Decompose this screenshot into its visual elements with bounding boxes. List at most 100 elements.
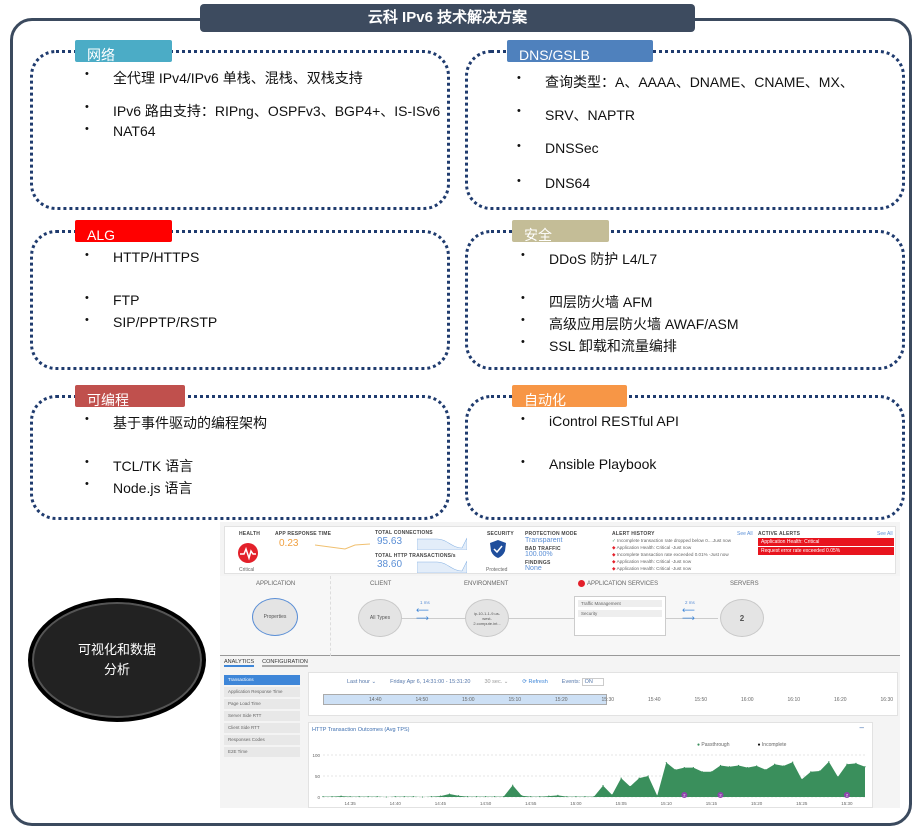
refresh-button[interactable]: ⟳ Refresh	[522, 679, 548, 685]
alert-history-item[interactable]: ✓ Incomplete transaction rate dropped be…	[612, 537, 752, 544]
event-marker[interactable]	[717, 792, 724, 798]
data-point	[593, 795, 595, 798]
menu-item[interactable]: E2E Time	[224, 747, 300, 757]
data-point	[765, 769, 767, 771]
event-marker[interactable]	[681, 792, 688, 798]
alert-history-label: ALERT HISTORY	[612, 531, 655, 537]
alert-history-item[interactable]: ◆ Application Health: Critical -Just now	[612, 565, 752, 572]
client-node[interactable]: All Types	[358, 599, 402, 637]
section-box	[30, 230, 450, 370]
x-tick-label: 14:35	[344, 801, 356, 806]
bullet-item: SSL 卸载和流量编排	[521, 336, 677, 356]
findings-value: None	[525, 565, 542, 572]
data-point	[710, 771, 713, 773]
data-point	[430, 795, 432, 798]
menu-item[interactable]: Responses Codes	[224, 735, 300, 745]
events-toggle[interactable]: ON	[581, 678, 604, 686]
menu-item[interactable]: Server Side RTT	[224, 711, 300, 721]
event-marker-label: 2	[719, 793, 722, 798]
data-point	[575, 795, 577, 798]
bidirectional-arrows-icon: ⟵ ⟶	[682, 605, 695, 623]
x-tick-label: 15:30	[841, 801, 853, 806]
shield-icon	[490, 540, 506, 558]
section-label: 安全	[512, 220, 609, 242]
section-label: ALG	[75, 220, 172, 242]
security-status: Protected	[486, 567, 508, 573]
x-tick-label: 14:50	[480, 801, 492, 806]
bullet-item: Node.js 语言	[85, 478, 192, 498]
legend-passthrough[interactable]: ● Passthrough	[697, 742, 730, 748]
tab-configuration[interactable]: CONFIGURATION	[262, 659, 308, 667]
active-alerts-see-all[interactable]: See All	[877, 531, 893, 537]
timeline-tick: 15:40	[648, 697, 661, 703]
x-tick-label: 14:40	[390, 801, 402, 806]
bullet-item: 高级应用层防火墙 AWAF/ASM	[521, 314, 738, 334]
event-marker[interactable]	[843, 792, 850, 798]
range-select[interactable]: Last hour ⌄	[347, 679, 377, 685]
properties-label: Properties	[263, 614, 287, 620]
bullet-item: 全代理 IPv4/IPv6 单栈、混栈、双栈支持	[85, 68, 363, 88]
error-icon: ◆	[612, 545, 616, 550]
servers-node[interactable]: 2	[720, 599, 764, 637]
data-point	[566, 795, 568, 798]
section-box	[465, 230, 905, 370]
active-alert[interactable]: Request error rate exceeded 0.05%	[758, 547, 894, 555]
collapse-icon[interactable]: –	[859, 723, 864, 732]
data-point	[737, 764, 740, 767]
server-count: 2	[739, 613, 745, 623]
environment-node-label: ip-10-1-1-9.us-west-2.compute.int...	[473, 610, 501, 626]
traffic-management-item[interactable]: Traffic Management	[578, 600, 662, 607]
data-point	[701, 771, 703, 773]
client-heading: CLIENT	[370, 581, 392, 587]
data-point	[322, 795, 324, 798]
alert-history-see-all[interactable]: See All	[737, 531, 753, 537]
event-marker-label: 2	[683, 793, 686, 798]
timeline-selection[interactable]	[323, 694, 607, 705]
properties-node[interactable]: Properties	[252, 598, 298, 636]
menu-item[interactable]: Application Response Time	[224, 687, 300, 697]
app-services-heading: APPLICATION SERVICES	[578, 580, 658, 587]
section-label: 自动化	[512, 385, 627, 407]
x-tick-label: 15:25	[796, 801, 808, 806]
bullet-item: 四层防火墙 AFM	[521, 292, 653, 312]
findings-label: FINDINGS	[525, 560, 551, 566]
interval-select[interactable]: 30 sec. ⌄	[484, 679, 509, 685]
data-point	[503, 795, 505, 798]
alert-history-item[interactable]: ◆ Application Health: Critical -Just now	[612, 558, 752, 565]
active-alert[interactable]: Application Health: Critical	[758, 538, 894, 546]
menu-item[interactable]: Client Side RTT	[224, 723, 300, 733]
topology-flow: APPLICATION Properties CLIENT All Types …	[220, 576, 900, 656]
data-point	[828, 761, 830, 763]
app-response-value: 0.23	[279, 538, 299, 549]
app-response-label: APP RESPONSE TIME	[275, 531, 332, 537]
data-point	[819, 770, 821, 772]
analytics-circle: 可视化和数据分析	[28, 598, 206, 722]
x-tick-label: 15:15	[706, 801, 718, 806]
alert-history-item[interactable]: ◆ Incomplete transaction rate exceeded 0…	[612, 551, 752, 558]
security-item[interactable]: Security	[578, 610, 662, 617]
timeline-axis: 14:40 14:50 15:00 15:10 15:20 15:30 15:40 15:50…	[309, 697, 899, 705]
y-tick-label: 50	[315, 774, 321, 779]
total-http-value: 38.60	[377, 559, 403, 570]
data-point	[448, 793, 451, 795]
legend-incomplete[interactable]: ● Incomplete	[757, 742, 787, 748]
menu-item[interactable]: Transactions	[224, 675, 300, 685]
data-point	[584, 795, 586, 798]
error-icon: ◆	[612, 566, 616, 571]
x-tick-label: 15:20	[751, 801, 763, 806]
data-point	[475, 795, 478, 798]
total-http-label: TOTAL HTTP TRANSACTIONS/s	[375, 553, 456, 559]
tab-analytics[interactable]: ANALYTICS	[224, 659, 255, 667]
servers-heading: SERVERS	[730, 581, 759, 587]
menu-item[interactable]: Page Load Time	[224, 699, 300, 709]
check-icon: ✓	[612, 538, 616, 543]
environment-node[interactable]: ip-10-1-1-9.us-west-2.compute.int...	[465, 599, 509, 637]
bullet-item: NAT64	[85, 123, 155, 139]
event-marker-label: 2	[846, 793, 849, 798]
data-point	[674, 769, 676, 771]
legend-passthrough-label: Passthrough	[701, 742, 730, 748]
alert-history-item[interactable]: ◆ Application Health: Critical -Just now	[612, 544, 752, 551]
bullet-item: iControl RESTful API	[521, 413, 679, 429]
data-point	[647, 775, 649, 777]
data-point	[539, 795, 541, 798]
